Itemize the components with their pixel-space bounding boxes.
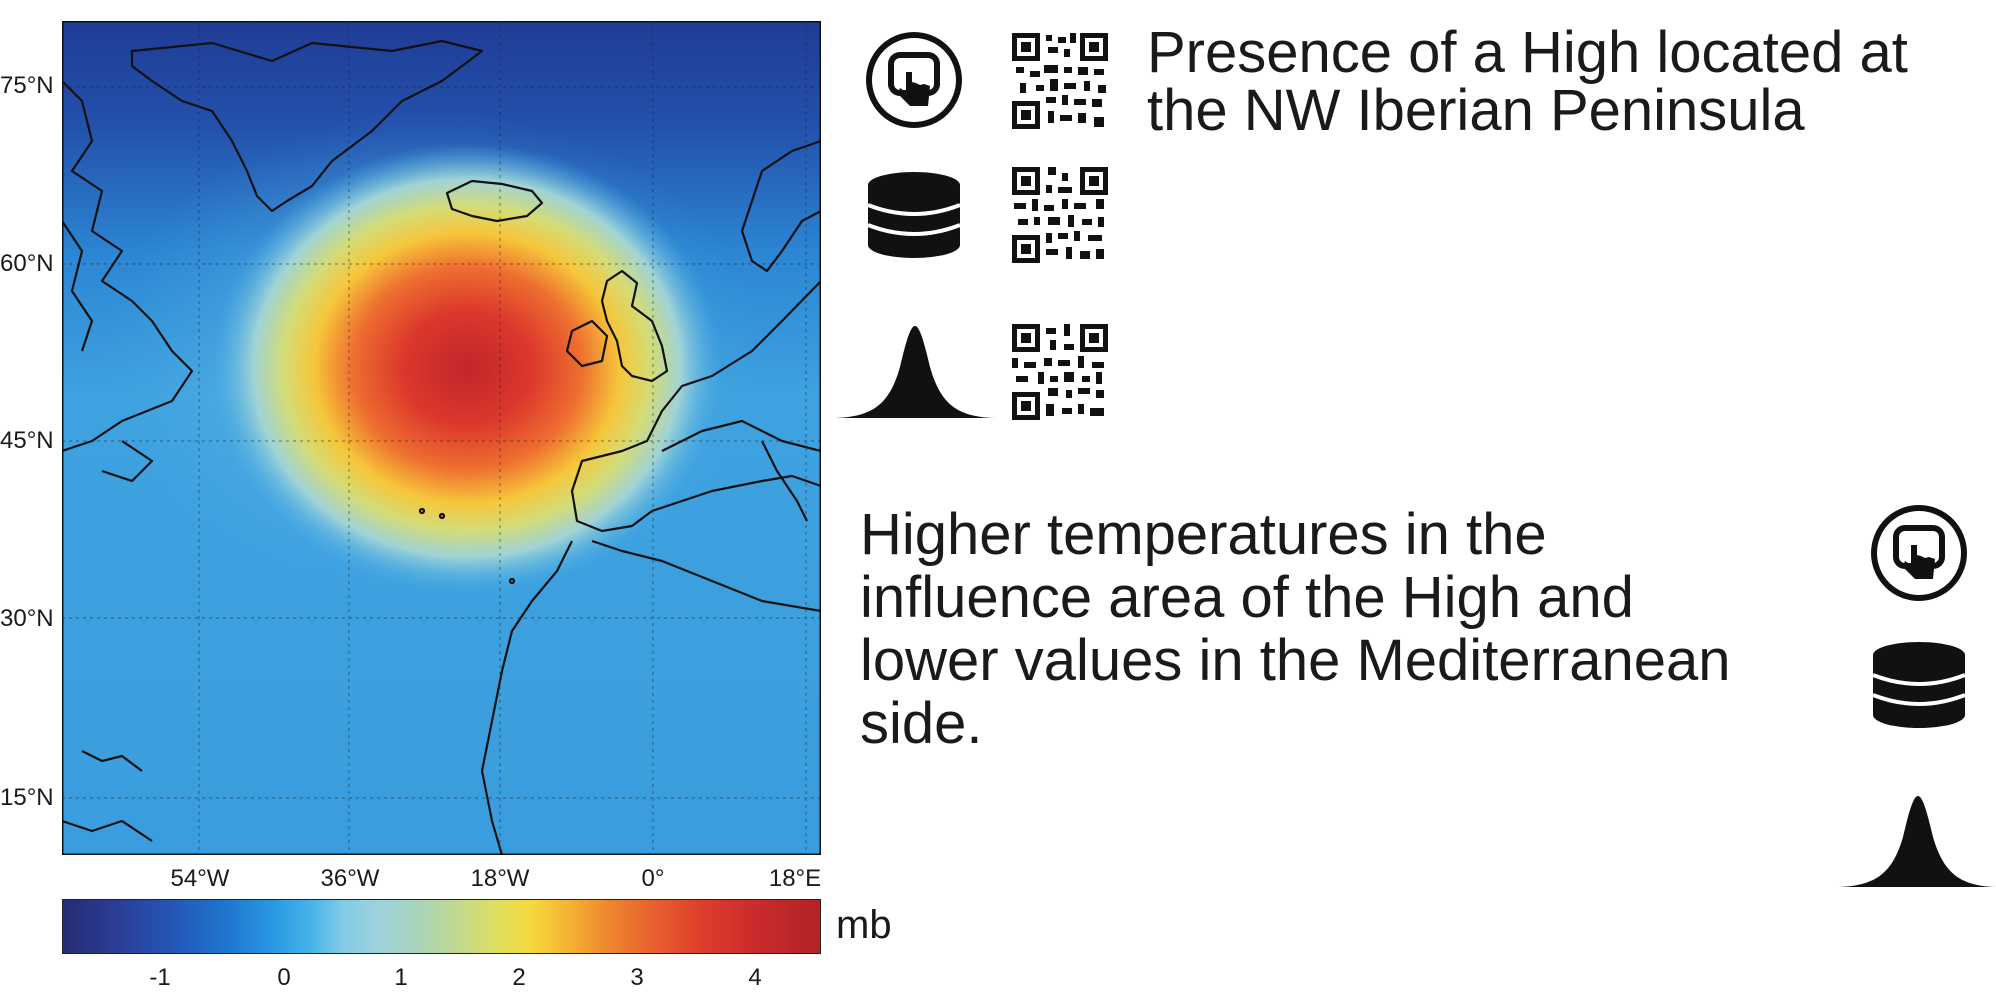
description-line-3: lower values in the Mediterranean	[860, 628, 1731, 693]
database-icon	[1869, 635, 1969, 735]
touch-screen-icon	[864, 30, 964, 130]
lat-label-60: 60°N	[0, 250, 54, 277]
lon-label-18w: 18°W	[470, 865, 530, 892]
description-line-4: side.	[860, 691, 983, 756]
qr-code-icon[interactable]	[1012, 324, 1108, 420]
lat-label-75: 75°N	[0, 72, 54, 99]
database-icon	[864, 165, 964, 265]
high-pressure-center	[212, 143, 722, 593]
lat-label-30: 30°N	[0, 605, 54, 632]
coastlines	[61, 39, 822, 856]
colorbar-tick-label: 4	[748, 964, 762, 991]
qr-code-icon[interactable]	[1012, 33, 1108, 129]
colorbar-tick-label: 1	[394, 964, 408, 991]
colorbar-tick-label: -1	[149, 964, 171, 991]
colorbar-tick-label: 2	[512, 964, 526, 991]
lat-label-45: 45°N	[0, 427, 54, 454]
colorbar-tick-label: 0	[277, 964, 291, 991]
bell-curve-icon	[1838, 793, 1996, 889]
colorbar-unit: mb	[836, 903, 892, 947]
lon-label-36w: 36°W	[320, 865, 380, 892]
headline-line-1: Presence of a High located at	[1147, 20, 1908, 85]
lon-label-18e: 18°E	[768, 865, 822, 892]
description-line-2: influence area of the High and	[860, 565, 1634, 630]
lon-label-0: 0°	[641, 865, 665, 892]
lon-label-54w: 54°W	[170, 865, 230, 892]
lat-label-15: 15°N	[0, 784, 54, 811]
headline-line-2: the NW Iberian Peninsula	[1147, 78, 1805, 143]
bell-curve-icon	[835, 322, 995, 420]
colorbar	[62, 899, 821, 954]
pressure-anomaly-map	[61, 21, 822, 856]
map-border	[62, 21, 821, 855]
description-text: Higher temperatures in the influence are…	[860, 503, 1860, 755]
qr-code-icon[interactable]	[1012, 167, 1108, 263]
graticule	[62, 21, 821, 855]
description-line-1: Higher temperatures in the	[860, 502, 1547, 567]
headline-text: Presence of a High located at the NW Ibe…	[1147, 24, 1996, 140]
colorbar-tick-label: 3	[630, 964, 644, 991]
touch-screen-icon	[1869, 503, 1969, 603]
